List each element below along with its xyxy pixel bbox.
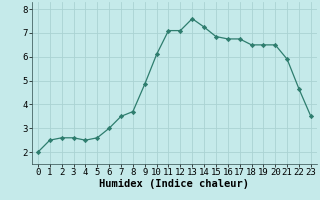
X-axis label: Humidex (Indice chaleur): Humidex (Indice chaleur) xyxy=(100,179,249,189)
